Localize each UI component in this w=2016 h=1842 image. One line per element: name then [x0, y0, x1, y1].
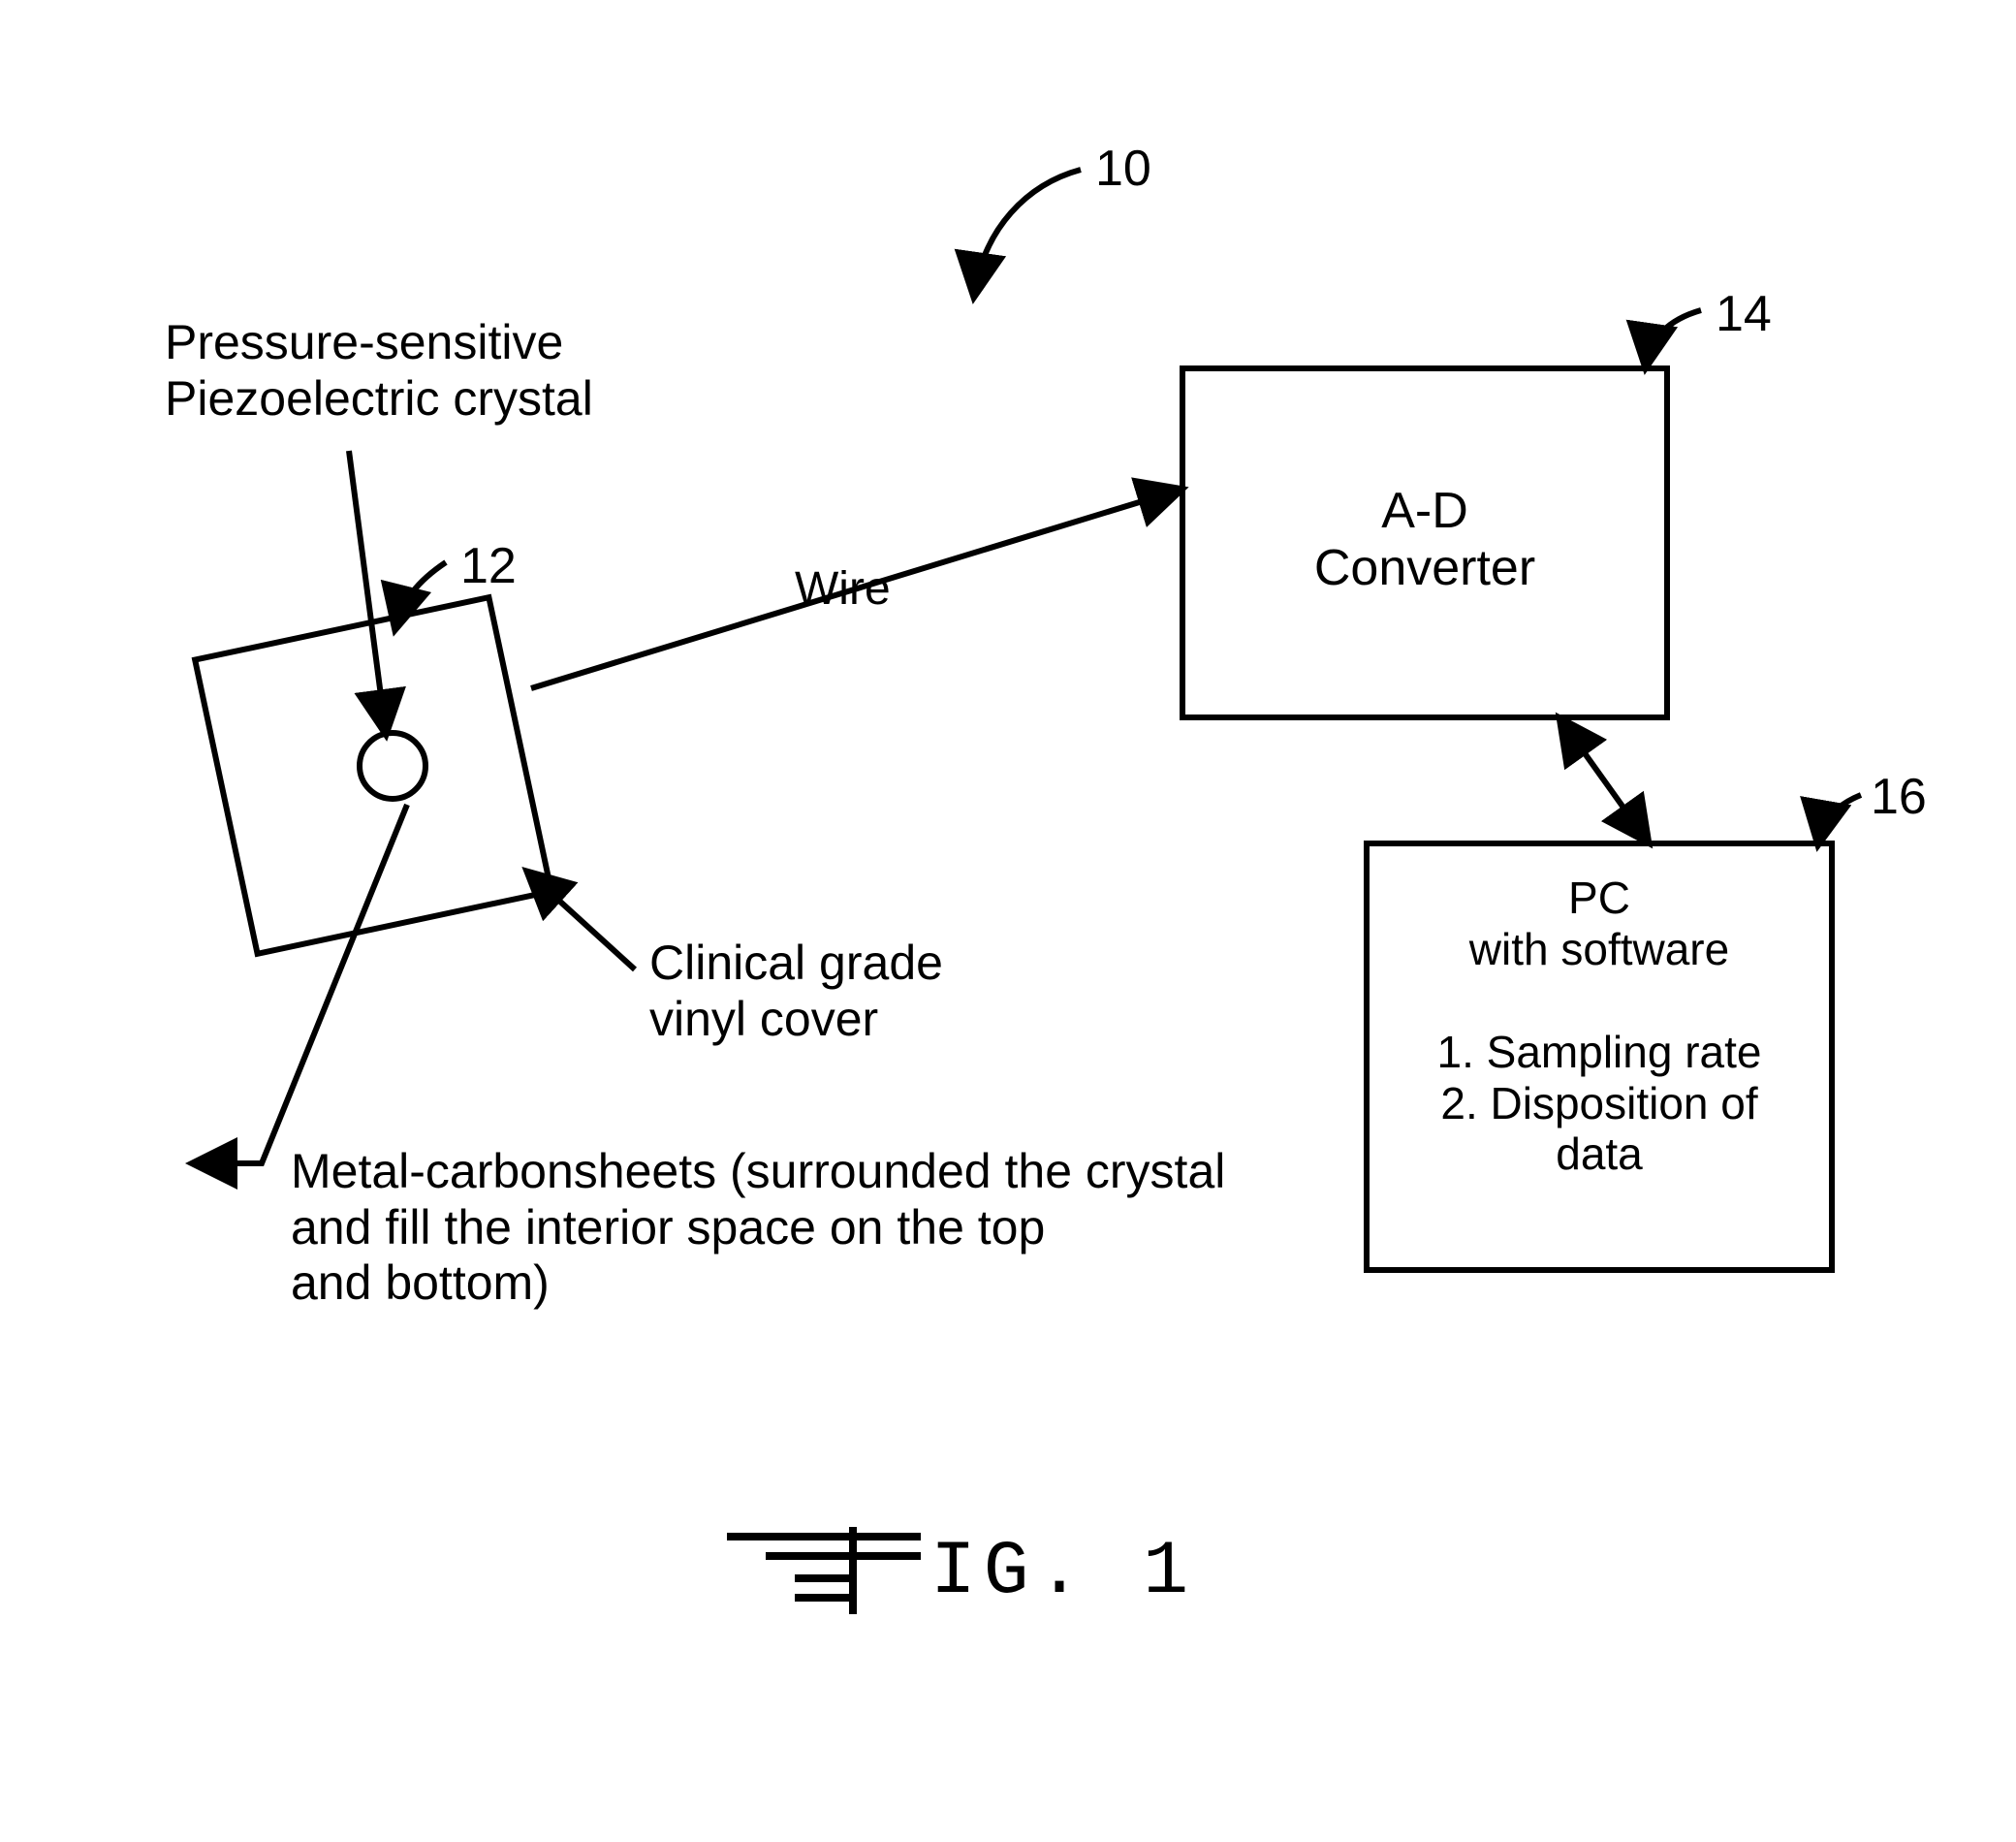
figure-label: IG. 1: [930, 1530, 1196, 1615]
vinyl-arrow: [528, 873, 635, 969]
ref16-label: 16: [1871, 769, 1927, 827]
ref10-arrow: [974, 170, 1081, 296]
ref14-arrow: [1646, 310, 1701, 366]
metal-arrow: [194, 805, 407, 1163]
ref14-label: 14: [1716, 286, 1772, 344]
pc-text: PCwith software 1. Sampling rate2. Dispo…: [1367, 873, 1832, 1180]
crystal-circle: [360, 733, 425, 799]
piezo-arrow: [349, 451, 386, 733]
ref16-arrow: [1818, 795, 1861, 843]
converter-pc-arrow: [1560, 719, 1648, 842]
piezo-label: Pressure-sensitivePiezoelectric crystal: [165, 315, 593, 427]
diagram-canvas: Pressure-sensitivePiezoelectric crystal …: [0, 0, 2016, 1842]
figure-prefix-icon: [727, 1527, 921, 1614]
wire-label: Wire: [795, 562, 891, 616]
ref10-label: 10: [1095, 141, 1151, 199]
vinyl-label: Clinical gradevinyl cover: [649, 936, 943, 1047]
ref12-label: 12: [460, 538, 517, 596]
metal-label: Metal-carbonsheets (surrounded the cryst…: [291, 1144, 1225, 1312]
converter-text: A-DConverter: [1182, 483, 1667, 599]
